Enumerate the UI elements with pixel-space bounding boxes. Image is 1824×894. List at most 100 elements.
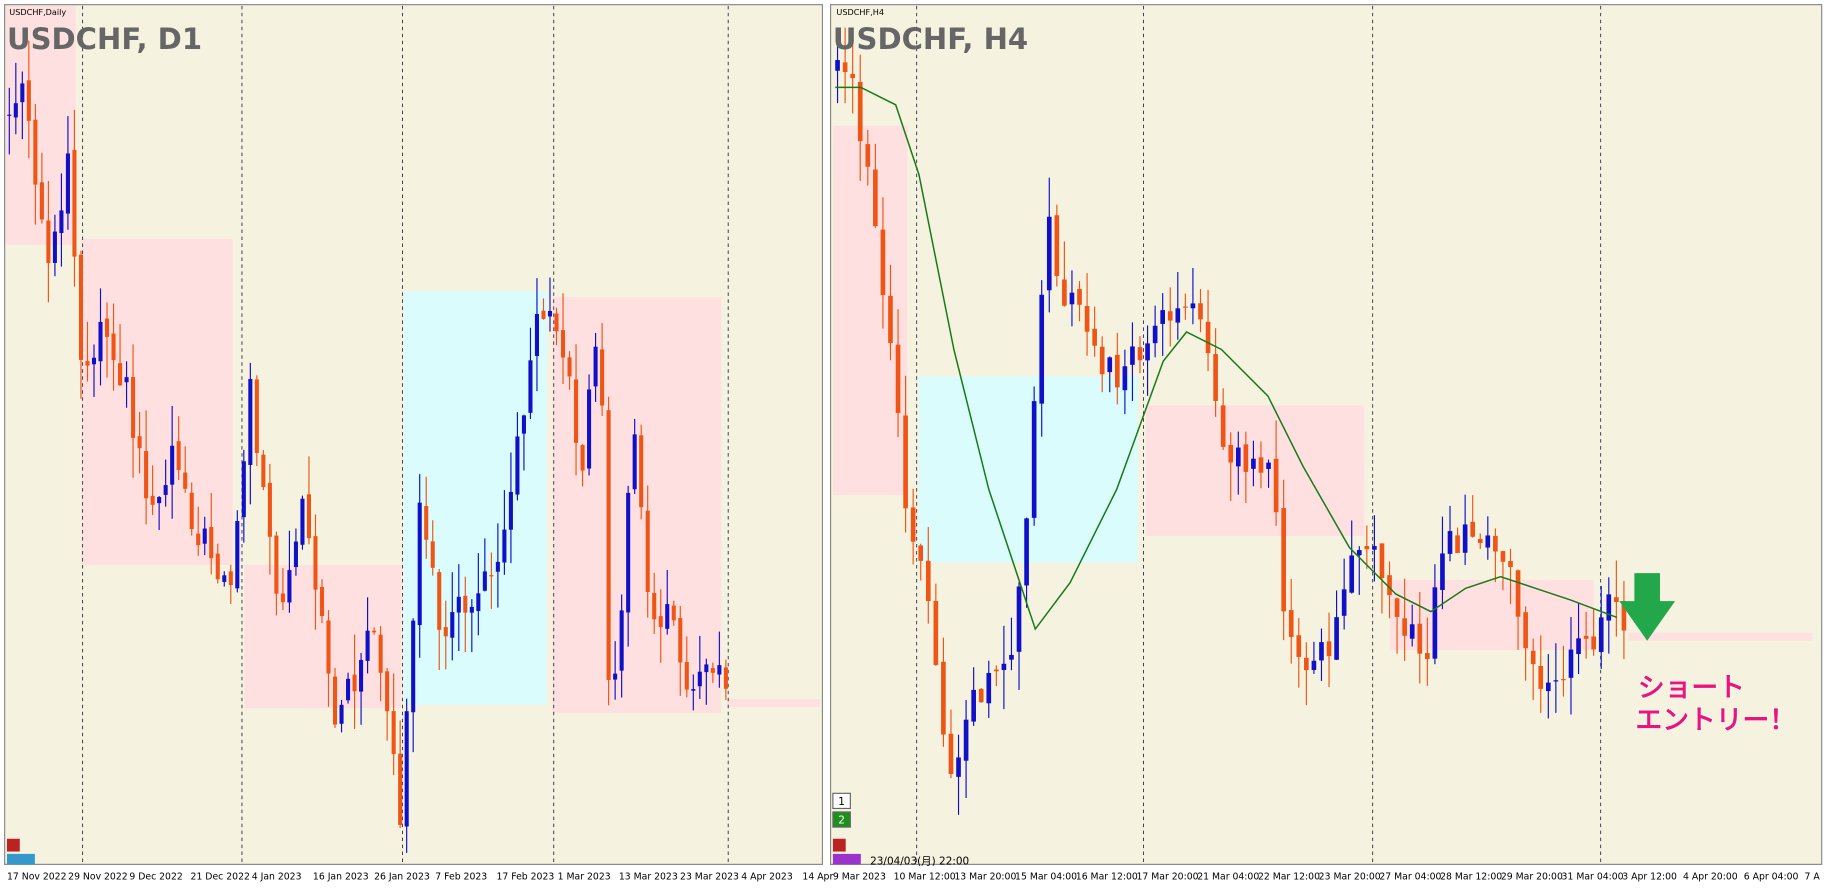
- candle-body: [274, 535, 279, 594]
- candle-body: [26, 80, 31, 121]
- x-tick-label: 3 Apr 12:00: [1622, 872, 1677, 883]
- candle-body: [1016, 586, 1022, 652]
- candle-body: [554, 313, 559, 332]
- candle-body: [717, 665, 722, 675]
- candle-body: [424, 506, 429, 540]
- candle-body: [1311, 660, 1317, 670]
- candle-body: [678, 618, 683, 663]
- candle-body: [1107, 357, 1113, 373]
- candle-body: [339, 704, 344, 724]
- candle-body: [372, 630, 377, 633]
- x-tick-label: 22 Mar 12:00: [1258, 872, 1320, 883]
- candle-body: [1243, 444, 1249, 472]
- candle-body: [482, 571, 487, 591]
- candle-body: [326, 620, 331, 674]
- candle-body: [1462, 524, 1468, 553]
- chart-title: USDCHF, H4: [833, 22, 1028, 56]
- candle-body: [293, 541, 298, 568]
- x-tick-label: 27 Mar 04:00: [1379, 872, 1441, 883]
- zones: [5, 5, 1813, 713]
- candle-body: [1409, 624, 1415, 639]
- candle-body: [287, 570, 292, 603]
- candle-body: [124, 377, 129, 383]
- icon[interactable]: [832, 838, 846, 852]
- candle-body: [78, 254, 83, 360]
- candle-body: [645, 510, 650, 593]
- candle-body: [1235, 447, 1241, 467]
- candle-body: [684, 661, 689, 690]
- candle-body: [489, 575, 494, 577]
- candle-body: [835, 60, 840, 71]
- candle-body: [1137, 347, 1143, 361]
- candle-body: [515, 436, 520, 495]
- x-tick-label: 23 Mar 2023: [680, 872, 739, 883]
- candle-body: [1455, 535, 1460, 553]
- candle-body: [1190, 303, 1196, 309]
- zone: [403, 291, 547, 705]
- candle-body: [352, 674, 357, 692]
- x-tick-label: 4 Apr 2023: [741, 872, 793, 883]
- candle-body: [502, 529, 507, 563]
- x-tick-label: 13 Mar 20:00: [954, 872, 1016, 883]
- candle-body: [254, 379, 259, 453]
- candle-body: [196, 533, 201, 546]
- candle-body: [46, 220, 51, 264]
- candle-body: [1530, 650, 1536, 665]
- candle-body: [378, 634, 383, 673]
- candle-body: [332, 676, 338, 725]
- candle-body: [1288, 610, 1294, 637]
- icon[interactable]: [6, 853, 35, 865]
- candle-body: [1160, 310, 1166, 324]
- candle-body: [1296, 635, 1302, 657]
- candle-body: [157, 497, 162, 504]
- annotation: エントリー！: [1636, 705, 1796, 736]
- candle-body: [534, 314, 539, 356]
- candle-body: [574, 379, 579, 443]
- candle-body: [456, 596, 461, 613]
- candle-body: [437, 572, 442, 630]
- candle-body: [1054, 215, 1060, 277]
- candle-body: [880, 229, 886, 296]
- candle-body: [222, 575, 227, 582]
- icon[interactable]: [832, 853, 861, 865]
- candle-body: [933, 600, 939, 665]
- candle-body: [1084, 306, 1090, 332]
- candle-body: [895, 344, 901, 413]
- candle-body: [1273, 458, 1279, 513]
- candle-body: [280, 593, 285, 603]
- candle-body: [1266, 462, 1271, 469]
- button[interactable]: [832, 811, 851, 828]
- candle-body: [1175, 308, 1181, 323]
- candle-body: [1515, 570, 1521, 617]
- candle-body: [1334, 617, 1339, 660]
- candle-body: [7, 114, 12, 116]
- x-tick-label: 23 Mar 20:00: [1319, 872, 1381, 883]
- candle-body: [65, 153, 70, 214]
- timestamp: 23/04/03(月) 22:00: [870, 855, 969, 867]
- candle-body: [888, 295, 893, 344]
- candle-body: [978, 688, 984, 703]
- candle-body: [359, 660, 364, 692]
- candle-body: [1372, 546, 1377, 550]
- candle-body: [170, 445, 175, 485]
- arrow-down: [1619, 573, 1676, 641]
- x-tick-label: 13 Mar 2023: [619, 872, 678, 883]
- button-label[interactable]: 1: [838, 796, 845, 808]
- candle-body: [632, 434, 637, 490]
- button[interactable]: [832, 792, 851, 810]
- candle-body: [13, 103, 18, 118]
- x-tick-label: 17 Nov 2022: [7, 872, 67, 883]
- candle-body: [176, 441, 181, 471]
- icon[interactable]: [6, 838, 20, 852]
- candle-body: [202, 528, 207, 544]
- candle-body: [1145, 343, 1150, 361]
- candle-body: [1039, 294, 1045, 404]
- candle-body: [613, 673, 618, 680]
- candle-body: [1349, 555, 1355, 593]
- button-label[interactable]: 2: [838, 815, 845, 827]
- candle-body: [241, 461, 246, 518]
- x-tick-label: 16 Jan 2023: [313, 872, 369, 883]
- candle-body: [1213, 354, 1218, 401]
- candle-body: [131, 377, 136, 438]
